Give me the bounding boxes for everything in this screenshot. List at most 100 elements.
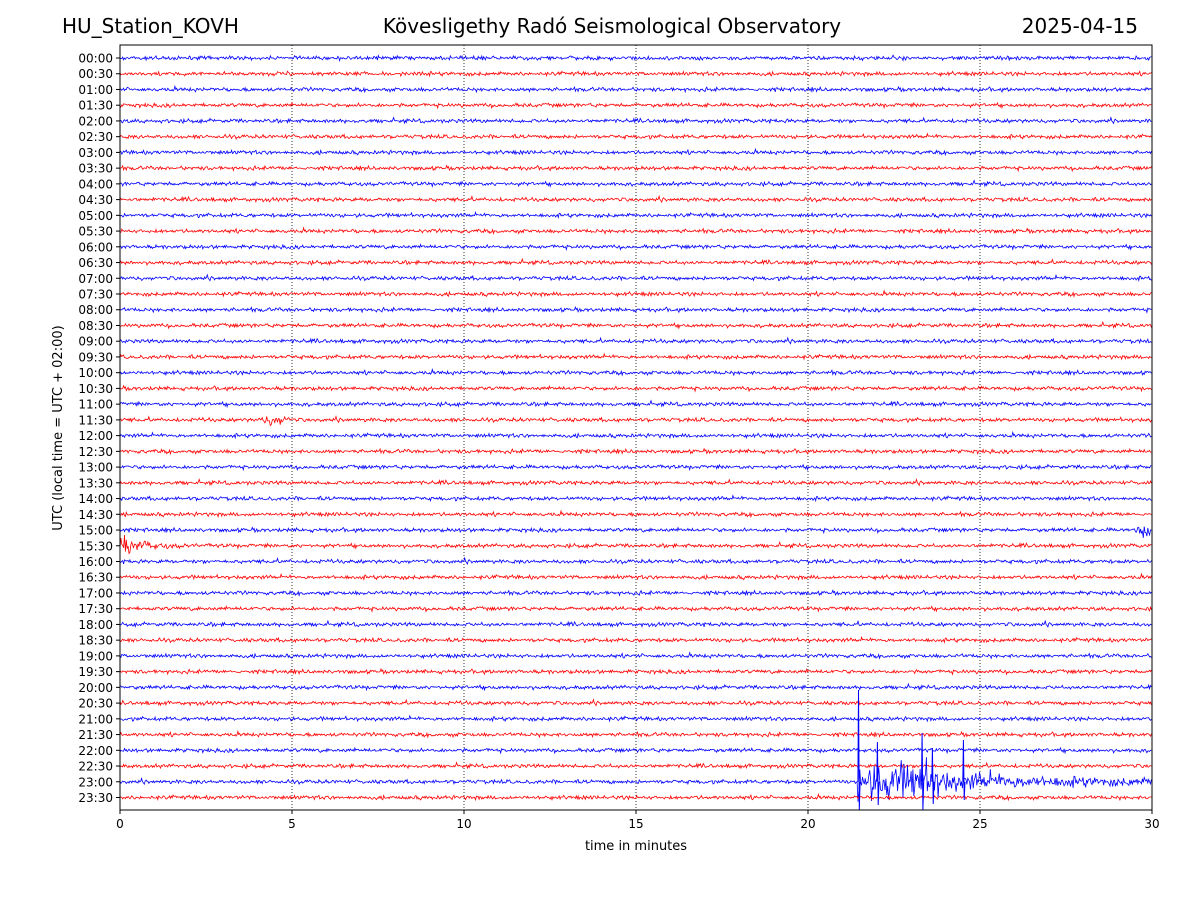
event-spike xyxy=(876,741,880,806)
y-tick-label: 02:00 xyxy=(78,114,113,128)
trace-2300 xyxy=(119,757,1152,802)
trace-2030 xyxy=(119,698,1152,707)
y-tick-label: 14:00 xyxy=(78,492,113,506)
trace-0130 xyxy=(119,101,1152,110)
y-tick-label: 10:30 xyxy=(78,382,113,396)
observatory-title: Kövesligethy Radó Seismological Observat… xyxy=(382,14,842,38)
y-tick-label: 18:30 xyxy=(78,634,113,648)
y-tick-label: 03:00 xyxy=(78,146,113,160)
trace-0630 xyxy=(119,257,1152,267)
trace-0330 xyxy=(120,164,1152,173)
trace-0600 xyxy=(119,243,1152,252)
y-tick-label: 16:30 xyxy=(78,571,113,585)
trace-1300 xyxy=(120,463,1152,472)
trace-0430 xyxy=(119,194,1152,204)
trace-0230 xyxy=(119,132,1152,141)
y-tick-label: 16:00 xyxy=(78,555,113,569)
event-spike xyxy=(962,739,966,801)
y-tick-label: 13:30 xyxy=(78,476,113,490)
trace-1330 xyxy=(119,478,1152,487)
trace-2200 xyxy=(119,746,1152,755)
trace-1830 xyxy=(119,635,1152,644)
y-tick-label: 19:30 xyxy=(78,665,113,679)
seismogram-traces xyxy=(119,54,1152,811)
y-tick-label: 05:30 xyxy=(78,225,113,239)
y-tick-label: 15:00 xyxy=(78,524,113,538)
trace-0100 xyxy=(119,84,1152,94)
x-tick-label: 10 xyxy=(456,817,471,831)
y-tick-label: 15:30 xyxy=(78,539,113,553)
y-tick-label: 23:00 xyxy=(78,775,113,789)
trace-2000 xyxy=(119,682,1152,692)
y-tick-label: 06:00 xyxy=(78,240,113,254)
trace-1900 xyxy=(119,651,1152,660)
y-tick-label: 20:00 xyxy=(78,681,113,695)
trace-0200 xyxy=(119,116,1152,125)
trace-0830 xyxy=(119,320,1152,330)
trace-1100 xyxy=(119,399,1152,409)
trace-1130 xyxy=(119,415,1152,427)
y-tick-label: 09:30 xyxy=(78,350,113,364)
y-tick-label: 09:00 xyxy=(78,335,113,349)
y-tick-label: 14:30 xyxy=(78,508,113,522)
trace-1430 xyxy=(119,509,1152,519)
x-tick-label: 0 xyxy=(116,817,124,831)
y-tick-label: 12:00 xyxy=(78,429,113,443)
trace-2130 xyxy=(119,729,1152,739)
trace-1400 xyxy=(119,494,1152,503)
y-tick-label: 11:30 xyxy=(78,413,113,427)
y-tick-label: 22:30 xyxy=(78,760,113,774)
y-tick-label: 00:00 xyxy=(78,52,113,66)
date-title: 2025-04-15 xyxy=(1021,14,1138,38)
trace-0700 xyxy=(119,273,1152,283)
y-tick-label: 19:00 xyxy=(78,649,113,663)
y-tick-label: 11:00 xyxy=(78,398,113,412)
y-tick-label: 01:30 xyxy=(78,99,113,113)
y-tick-label: 21:00 xyxy=(78,712,113,726)
y-tick-label: 04:30 xyxy=(78,193,113,207)
y-tick-label: 13:00 xyxy=(78,461,113,475)
y-tick-label: 07:00 xyxy=(78,272,113,286)
trace-1930 xyxy=(119,667,1152,676)
y-tick-label: 08:00 xyxy=(78,303,113,317)
trace-2330 xyxy=(119,792,1152,802)
station-title: HU_Station_KOVH xyxy=(62,14,239,38)
x-tick-label: 25 xyxy=(972,817,987,831)
trace-1230 xyxy=(119,447,1152,456)
y-tick-label: 17:30 xyxy=(78,602,113,616)
trace-1730 xyxy=(119,605,1152,613)
x-tick-label: 5 xyxy=(288,817,296,831)
y-tick-label: 21:30 xyxy=(78,728,113,742)
trace-2230 xyxy=(119,761,1152,770)
x-tick-label: 30 xyxy=(1144,817,1159,831)
trace-0930 xyxy=(119,352,1152,361)
y-tick-label: 07:30 xyxy=(78,288,113,302)
x-axis-label: time in minutes xyxy=(585,839,687,854)
trace-1000 xyxy=(119,368,1152,377)
x-axis-ticks: 0 5 10 15 20 25 30 xyxy=(116,810,1160,831)
trace-1700 xyxy=(119,589,1152,597)
y-tick-label: 22:00 xyxy=(78,744,113,758)
trace-1600 xyxy=(119,556,1152,566)
x-tick-label: 15 xyxy=(628,817,643,831)
trace-0400 xyxy=(119,179,1152,188)
y-axis-label: UTC (local time = UTC + 02:00) xyxy=(51,325,66,530)
trace-1800 xyxy=(120,619,1152,628)
trace-1630 xyxy=(119,572,1152,581)
y-tick-label: 05:00 xyxy=(78,209,113,223)
y-tick-label: 17:00 xyxy=(78,586,113,600)
y-tick-label: 02:30 xyxy=(78,130,113,144)
y-tick-label: 20:30 xyxy=(78,697,113,711)
trace-0900 xyxy=(119,336,1152,345)
trace-1200 xyxy=(119,430,1152,440)
y-tick-label: 23:30 xyxy=(78,791,113,805)
trace-1500 xyxy=(119,526,1152,538)
y-tick-label: 04:00 xyxy=(78,177,113,191)
event-spike xyxy=(931,747,935,805)
trace-0530 xyxy=(119,226,1152,235)
trace-0730 xyxy=(119,289,1152,298)
y-tick-label: 06:30 xyxy=(78,256,113,270)
trace-0030 xyxy=(119,70,1152,78)
